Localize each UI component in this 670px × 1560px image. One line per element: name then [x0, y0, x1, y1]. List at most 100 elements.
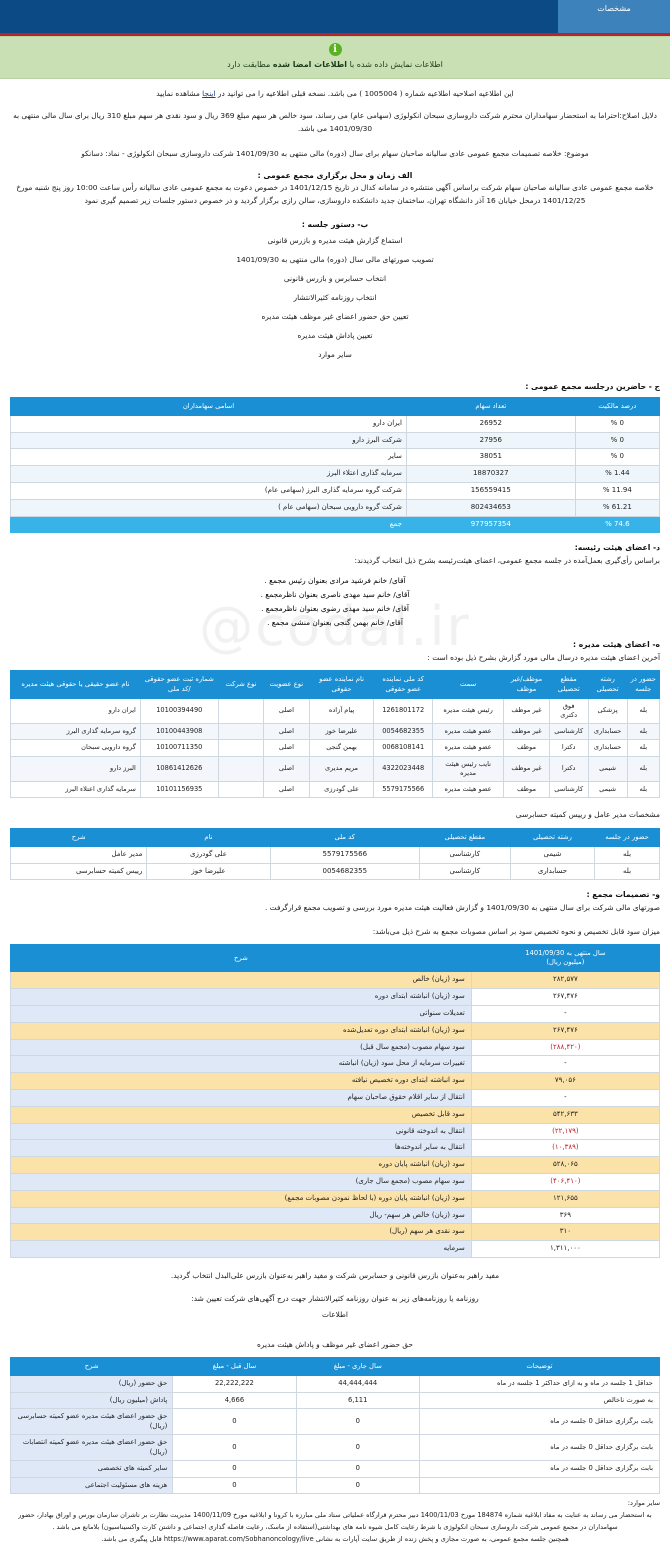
board-compensation-table: توضیحات سال جاری - مبلغ سال قبل - مبلغ ش… — [9, 1357, 661, 1495]
broadcast-text-pre: همچنین جلسه مجمع عمومی، به صورت مجازی و … — [315, 1535, 569, 1544]
cell-field: حسابداری — [509, 862, 596, 881]
cell-description: سود نقدی هر سهم (ریال) — [10, 1223, 472, 1242]
previous-version-link[interactable]: اینجا — [202, 89, 216, 98]
cell-shares: 38051 — [405, 448, 576, 467]
table-row: (۲۲,۱۷۹) انتقال به اندوخته قانونی — [10, 1122, 661, 1141]
col-notes: توضیحات — [418, 1357, 661, 1377]
cell-amount: ۳۶۹ — [470, 1206, 661, 1225]
ceo-audit-committee-table: حضور در جلسه رشته تحصیلی مقطع تحصیلی کد … — [9, 827, 660, 881]
agenda-item: انتخاب روزنامه کثیرالانتشار — [293, 292, 377, 302]
cell-shares: 26952 — [405, 414, 576, 433]
cell-description: حق حضور اعضای هیئت مدیره عضو کمیته حسابر… — [9, 1408, 174, 1436]
cell-member-type: اصلی — [263, 781, 310, 799]
table-row: بابت برگزاری حداقل 0 جلسه در ماه 0 0 حق … — [9, 1434, 661, 1462]
cell-reg-number: 10100394490 — [139, 697, 219, 725]
cell-amount: ۷۹,۰۵۶ — [470, 1072, 661, 1090]
cell-description: پاداش (میلیون ریال) — [9, 1391, 174, 1410]
table-row: ۷۹,۰۵۶ سود انباشته ابتدای دوره تخصیص نیاف… — [10, 1072, 661, 1090]
cell-pct: 1.44 % — [574, 465, 661, 484]
other-matters-block: سایر موارد: به استحضار می رساند به عنایت… — [10, 1498, 660, 1545]
cell-previous: 22,222,222 — [172, 1375, 297, 1393]
table-header-row: حضور در جلسه رشته تحصیلی مقطع تحصیلی موظ… — [10, 670, 661, 699]
cell-description: سود سهام مصوب (مجمع سال قبل) — [10, 1038, 472, 1057]
cell-note: بابت برگزاری حداقل 0 جلسه در ماه — [418, 1460, 661, 1478]
cell-amount: (۱۰,۳۸۹) — [470, 1139, 661, 1158]
cell-amount: ۵۲۸,۰۶۵ — [470, 1156, 661, 1174]
cell-name: شرکت گروه دارویی سبحان (سهامی عام ) — [10, 498, 407, 517]
cell-field: حسابداری — [587, 739, 628, 757]
cell-shares: 18870327 — [405, 465, 576, 484]
col-share-count: تعداد سهام — [405, 396, 576, 416]
cell-reg-number: 10101156935 — [139, 781, 219, 799]
col-company-type: نوع شرکت — [217, 670, 265, 699]
cell-amount: ۱۲۱,۶۵۵ — [470, 1189, 661, 1208]
col-rep-name: نام نماینده عضو حقوقی — [308, 670, 375, 699]
cell-member-type: اصلی — [263, 739, 310, 757]
section-a-body: خلاصه مجمع عمومی عادی سالیانه صاحبان سها… — [16, 182, 654, 205]
cell-reg-number: 10861412626 — [139, 755, 219, 783]
cell-company-type — [217, 755, 265, 783]
table-row: ۲۶۷,۴۷۶ سود (زیان) انباشته ابتدای دوره — [10, 988, 661, 1006]
col-national-id: کد ملی — [269, 827, 420, 847]
amendment-notice-a: این اطلاعیه اصلاحیه اطلاعیه شماره ( 1005… — [217, 89, 514, 98]
col-post: سمت — [431, 670, 505, 699]
cell-degree: کارشناسی — [418, 862, 511, 881]
agenda-item: تعیین حق حضور اعضای غیر موظف هیئت مدیره — [261, 311, 409, 321]
cell-note: به صورت ناخالص — [418, 1391, 661, 1410]
col-shareholder-name: اسامی سهامداران — [10, 396, 407, 416]
cell-rep-nid: 4322023448 — [373, 755, 433, 783]
tab-specifications[interactable]: مشخصات — [558, 0, 670, 33]
cell-description: سود قابل تخصیص — [10, 1105, 472, 1124]
col-degree: مقطع تحصیلی — [548, 670, 589, 699]
table-row: بله حسابداری کارشناسی 0054682355 علیرضا … — [9, 862, 660, 881]
table-row: بله شیمی دکترا غیر موظف نایب رئیس هیئت م… — [10, 755, 661, 783]
cell-description: حق حضور اعضای هیئت مدیره عضو کمیته انتصا… — [9, 1434, 174, 1462]
board-of-directors-table: حضور در جلسه رشته تحصیلی مقطع تحصیلی موظ… — [10, 670, 661, 799]
amendment-reason: دلایل اصلاح:احتراما به استحضار سهامداران… — [13, 110, 657, 133]
cell-present: بله — [626, 755, 661, 783]
col-fiscal-year-line2: (میلیون ریال) — [546, 958, 585, 967]
cell-member-type: اصلی — [263, 755, 310, 783]
alert-text-after: مطابقت دارد — [227, 60, 273, 69]
broadcast-link[interactable]: https://www.aparat.com/Sobhanoncology/li… — [163, 1535, 314, 1544]
cell-name: سایر — [10, 448, 407, 467]
cell-shares: 156559415 — [405, 482, 576, 500]
table-row: - انتقال از سایر اقلام حقوق صاحبان سهام — [10, 1088, 661, 1107]
table-total-row: 74.6 % 977957354 جمع — [10, 515, 661, 534]
table-row: - تغییرات سرمایه از محل سود (زیان) انباشت… — [10, 1055, 661, 1074]
cell-rep-nid: 1261801172 — [373, 697, 433, 725]
table-header-row: توضیحات سال جاری - مبلغ سال قبل - مبلغ ش… — [9, 1357, 661, 1377]
table-header-row: درصد مالکیت تعداد سهام اسامی سهامداران — [10, 396, 661, 416]
cell-description: سود (زیان) انباشته پایان دوره — [10, 1156, 472, 1174]
cell-current: 0 — [295, 1408, 420, 1436]
cell-degree: کارشناسی — [548, 781, 589, 799]
cell-rep-name: پیام آزاده — [308, 697, 375, 725]
cell-company-type — [217, 723, 265, 741]
cell-duty: غیر موظف — [503, 697, 550, 725]
cell-current: 0 — [295, 1476, 420, 1495]
header-red-rule — [0, 33, 670, 36]
cell-amount: ۵۴۲,۶۳۳ — [470, 1105, 661, 1124]
agenda-item: تصویب صورتهای مالی سال (دوره) مالی منتهی… — [236, 254, 434, 264]
cell-description: سود (زیان) انباشته پایان دوره (با لحاظ ن… — [10, 1189, 472, 1208]
table-row: (۴۰۶,۴۱۰) سود سهام مصوب (مجمع سال جاری) — [10, 1172, 661, 1191]
auditor-appointment-text: مفید راهبر به‌عنوان بازرس قانونی و حسابر… — [170, 1270, 500, 1280]
cell-amount: - — [470, 1004, 661, 1023]
table-row: ۱,۳۱۱,۰۰۰ سرمایه — [10, 1240, 661, 1258]
table-row: ۲۶۷,۴۷۶ سود (زیان) انباشته ابتدای دوره تع… — [10, 1021, 661, 1040]
table-row: (۲۸۸,۴۲۰) سود سهام مصوب (مجمع سال قبل) — [10, 1038, 661, 1057]
cell-description: سود انباشته ابتدای دوره تخصیص نیافته — [10, 1072, 472, 1090]
cell-role: مدیر عامل — [9, 845, 148, 864]
cell-duty: موظف — [503, 739, 550, 757]
col-member-type: نوع عضویت — [263, 670, 310, 699]
cell-degree: دکترا — [548, 755, 589, 783]
table-row: ۳۶۹ سود (زیان) خالص هر سهم- ریال — [10, 1206, 661, 1225]
cell-rep-name: علیرضا خوز — [308, 723, 375, 741]
col-description: شرح — [9, 1357, 174, 1377]
cell-post: عضو هیئت مدیره — [431, 739, 505, 757]
agenda-item: انتخاب حسابرس و بازرس قانونی — [283, 273, 387, 283]
table-row: 0 % 27956 شرکت البرز دارو — [10, 431, 661, 450]
table-row: به صورت ناخالص 6,111 4,666 پاداش (میلیون… — [9, 1391, 661, 1410]
cell-field: شیمی — [587, 781, 628, 799]
cell-duty: غیر موظف — [503, 723, 550, 741]
